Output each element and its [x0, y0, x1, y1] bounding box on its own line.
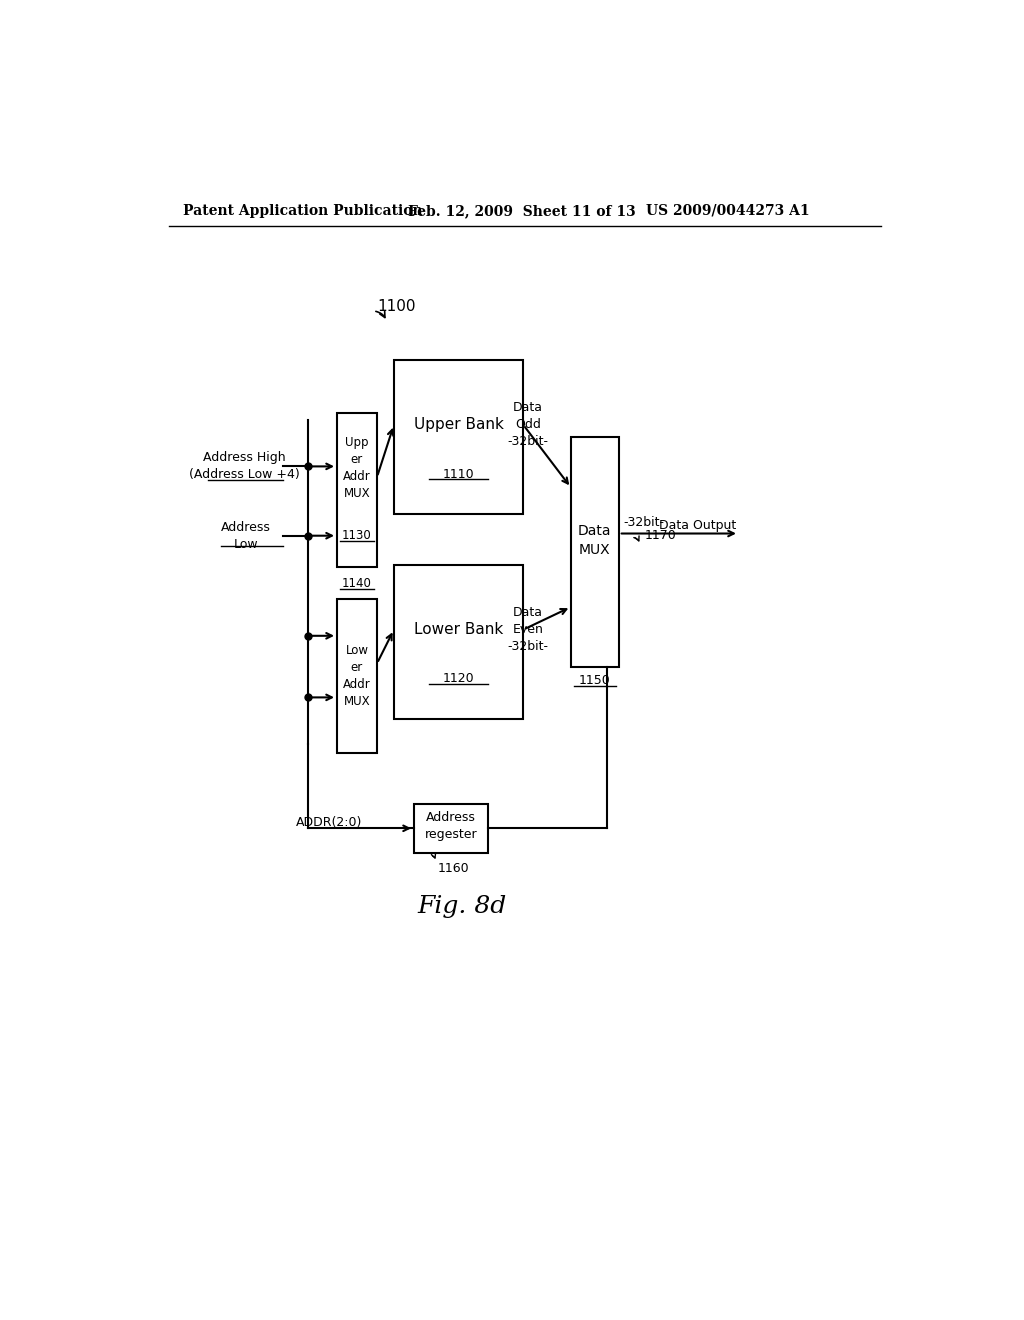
Text: Feb. 12, 2009  Sheet 11 of 13: Feb. 12, 2009 Sheet 11 of 13 [408, 203, 636, 218]
Text: 1160: 1160 [438, 862, 470, 875]
Text: Fig. 8d: Fig. 8d [417, 895, 506, 919]
Text: Patent Application Publication: Patent Application Publication [183, 203, 423, 218]
Text: US 2009/0044273 A1: US 2009/0044273 A1 [646, 203, 810, 218]
Text: Address
regester: Address regester [425, 810, 477, 841]
Bar [394, 565, 523, 719]
Bar [337, 412, 377, 566]
Text: Lower Bank: Lower Bank [414, 622, 503, 638]
Text: Address High
(Address Low +4): Address High (Address Low +4) [189, 451, 300, 482]
Bar [571, 437, 618, 667]
Text: Data
Even
-32bit-: Data Even -32bit- [507, 606, 549, 653]
Text: Data Output: Data Output [658, 519, 736, 532]
Text: -32bit-: -32bit- [624, 516, 665, 529]
Text: 1140: 1140 [342, 577, 372, 590]
Text: Address
Low: Address Low [221, 520, 271, 550]
Text: ADDR(2:0): ADDR(2:0) [296, 816, 362, 829]
Text: Upper Bank: Upper Bank [414, 417, 504, 433]
Text: 1100: 1100 [377, 298, 416, 314]
Text: Data
MUX: Data MUX [579, 524, 611, 557]
Text: 1130: 1130 [342, 529, 372, 543]
Text: 1150: 1150 [579, 675, 610, 686]
Bar [337, 599, 377, 752]
Text: 1120: 1120 [442, 672, 474, 685]
Text: Data
Odd
-32bit-: Data Odd -32bit- [507, 401, 549, 449]
Bar [414, 804, 487, 853]
Bar [394, 360, 523, 515]
Text: 1170: 1170 [645, 529, 677, 543]
Text: Upp
er
Addr
MUX: Upp er Addr MUX [343, 436, 371, 500]
Text: Low
er
Addr
MUX: Low er Addr MUX [343, 644, 371, 708]
Text: 1110: 1110 [442, 467, 474, 480]
